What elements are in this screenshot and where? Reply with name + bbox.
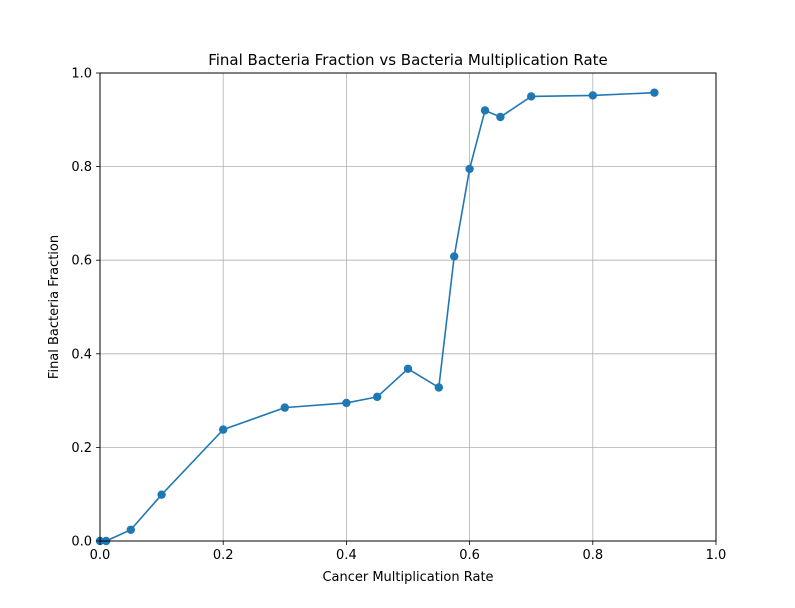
x-tick-label: 0.0 — [90, 548, 111, 563]
x-tick-label: 1.0 — [706, 548, 727, 563]
data-point — [650, 88, 659, 97]
data-point — [527, 92, 536, 101]
y-tick-label: 1.0 — [71, 67, 92, 82]
chart-title: Final Bacteria Fraction vs Bacteria Mult… — [208, 51, 608, 69]
y-tick-label: 0.4 — [71, 347, 92, 362]
data-point — [434, 383, 443, 392]
x-tick-label: 0.6 — [459, 548, 480, 563]
x-tick-label: 0.2 — [213, 548, 234, 563]
data-point — [403, 364, 413, 373]
series-layer — [95, 88, 659, 546]
data-point — [157, 490, 166, 499]
data-point — [450, 252, 459, 261]
data-point — [219, 425, 228, 434]
data-point — [280, 403, 289, 412]
ticks: 0.0 0.2 0.4 0.6 0.8 1.0 0.0 0.2 0.4 0.6 0.8 1.0 — [71, 67, 726, 564]
data-point — [342, 398, 351, 408]
data-point — [373, 392, 382, 402]
x-tick-label: 0.8 — [582, 548, 603, 563]
y-tick-label: 0.0 — [71, 535, 92, 550]
y-tick-label: 0.8 — [71, 160, 92, 175]
y-tick-label: 0.6 — [71, 254, 92, 269]
x-axis-title: Cancer Multiplication Rate — [322, 570, 493, 585]
data-point — [465, 164, 474, 174]
y-tick-label: 0.2 — [71, 441, 92, 456]
data-point — [496, 112, 505, 122]
x-tick-label: 0.4 — [336, 548, 357, 563]
plot-frame — [99, 72, 717, 542]
data-point — [126, 525, 135, 534]
data-point — [480, 106, 490, 115]
data-point — [588, 91, 597, 100]
y-axis-title: Final Bacteria Fraction — [47, 235, 62, 379]
